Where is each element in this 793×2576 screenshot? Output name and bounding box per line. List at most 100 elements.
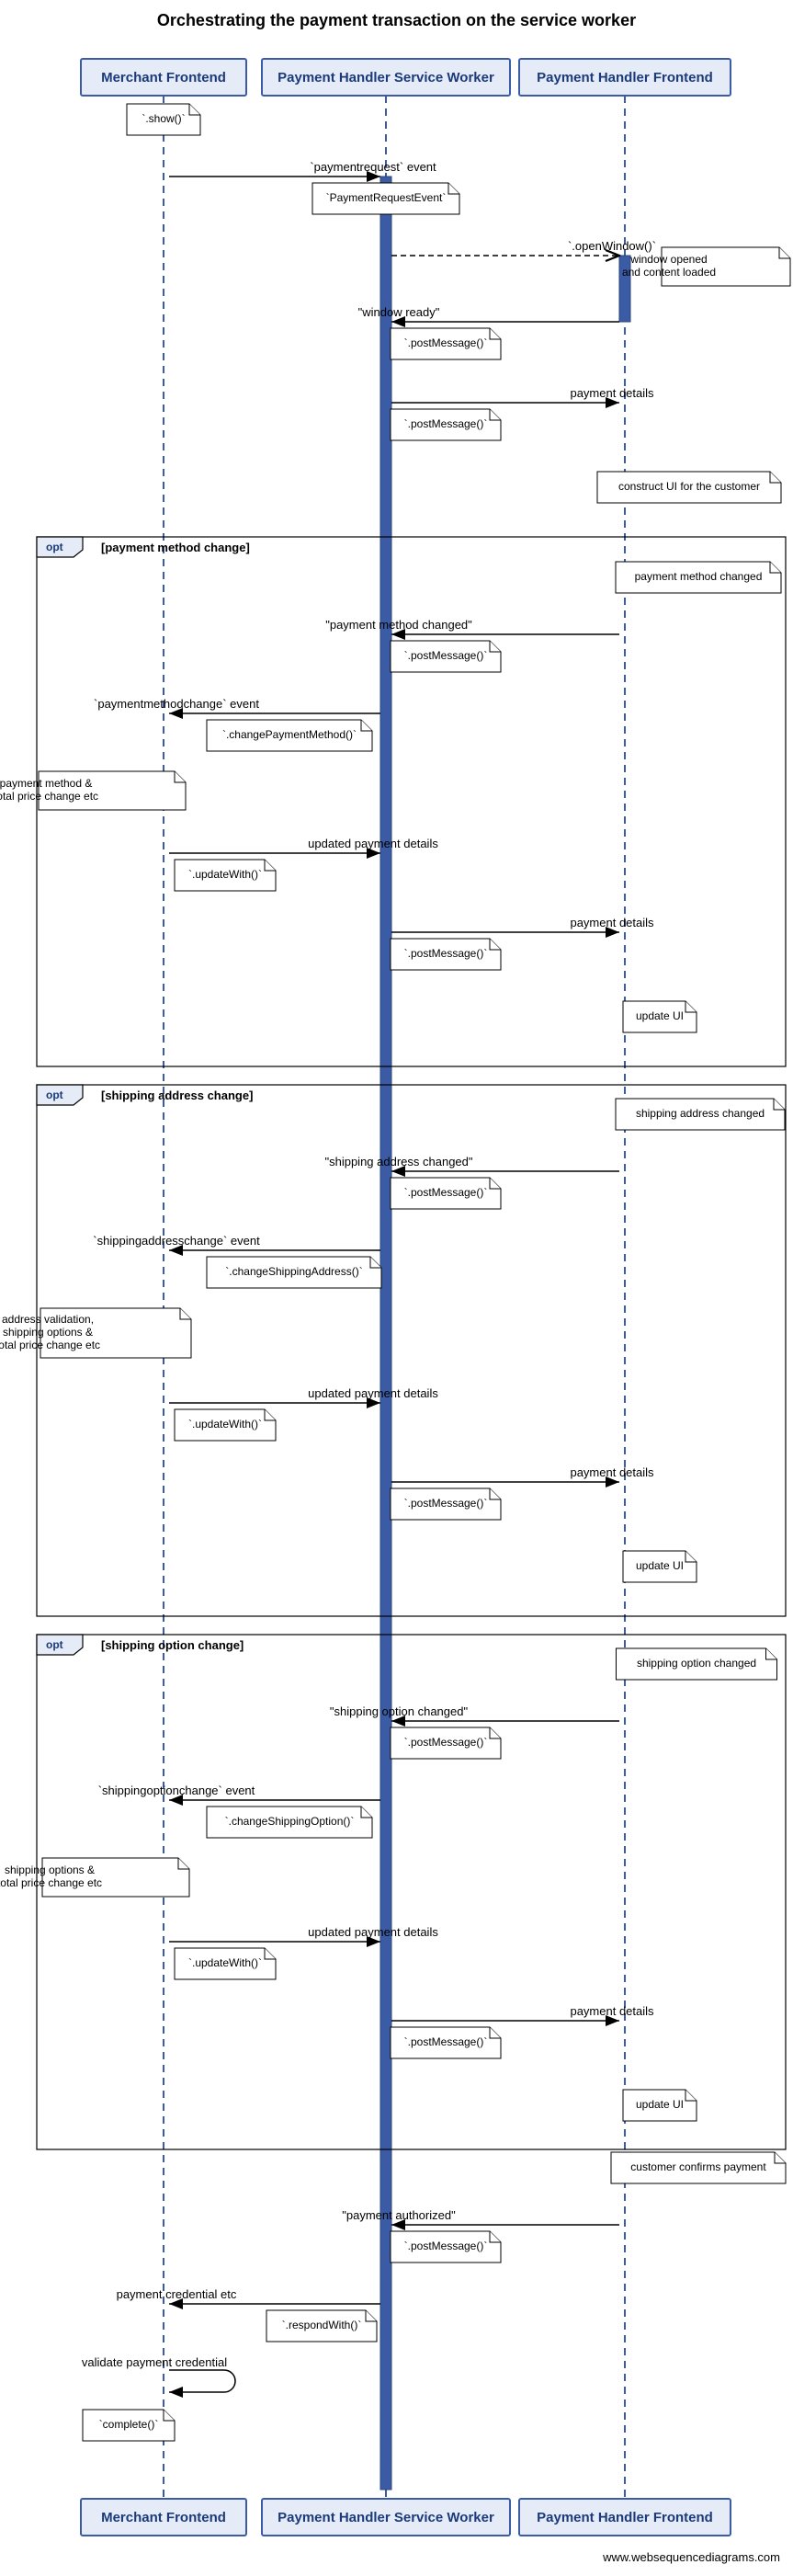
note-n_upd3: update UI: [623, 2090, 697, 2121]
svg-text:`.changePaymentMethod()`: `.changePaymentMethod()`: [222, 728, 357, 741]
note-n_winload: window openedand content loaded: [622, 247, 790, 286]
svg-text:construct UI for the customer: construct UI for the customer: [618, 480, 760, 493]
svg-text:`.postMessage()`: `.postMessage()`: [404, 1186, 488, 1199]
note-n_upd1: update UI: [623, 1001, 697, 1032]
svg-text:[shipping option change]: [shipping option change]: [101, 1638, 244, 1652]
message-label: `shippingoptionchange` event: [98, 1784, 255, 1797]
svg-text:Payment Handler Frontend: Payment Handler Frontend: [537, 2510, 713, 2525]
note-n_post8: `.postMessage()`: [391, 2027, 501, 2058]
note-n_soc_note: shipping option changed: [617, 1648, 777, 1680]
note-n_resp: `.respondWith()`: [266, 2310, 377, 2342]
svg-text:window opened: window opened: [629, 253, 707, 266]
note-n_post4: `.postMessage()`: [391, 939, 501, 970]
note-n_confirm: customer confirms payment: [611, 2152, 786, 2183]
message-label: `.openWindow()`: [568, 239, 656, 253]
note-n_post3: `.postMessage()`: [391, 641, 501, 672]
svg-text:[payment method change]: [payment method change]: [101, 541, 250, 554]
svg-text:address validation,: address validation,: [2, 1313, 94, 1326]
note-n_construct: construct UI for the customer: [597, 472, 781, 503]
note-n_uw1: `.updateWith()`: [175, 860, 276, 891]
actor-sw: Payment Handler Service Worker: [262, 2499, 510, 2536]
note-n_post5: `.postMessage()`: [391, 1178, 501, 1209]
svg-text:shipping address changed: shipping address changed: [636, 1107, 765, 1120]
message-label: updated payment details: [308, 1925, 438, 1939]
svg-text:[shipping address change]: [shipping address change]: [101, 1089, 253, 1102]
svg-text:opt: opt: [46, 541, 63, 553]
actor-phfe: Payment Handler Frontend: [519, 59, 731, 96]
svg-text:`.changeShippingAddress()`: `.changeShippingAddress()`: [225, 1265, 362, 1278]
svg-text:update UI: update UI: [636, 2098, 684, 2111]
message-label: `shippingaddresschange` event: [93, 1234, 260, 1248]
svg-text:payment method &: payment method &: [0, 777, 92, 790]
svg-text:total price change etc: total price change etc: [0, 790, 98, 803]
svg-text:shipping option changed: shipping option changed: [637, 1657, 756, 1670]
svg-text:`.show()`: `.show()`: [142, 112, 185, 125]
message-label: "payment method changed": [325, 618, 472, 632]
footer-credit: www.websequencediagrams.com: [602, 2550, 780, 2564]
actor-phfe: Payment Handler Frontend: [519, 2499, 731, 2536]
svg-text:Payment Handler Service Worker: Payment Handler Service Worker: [278, 70, 494, 85]
note-n_post9: `.postMessage()`: [391, 2231, 501, 2263]
message-label: `paymentmethodchange` event: [94, 697, 259, 711]
svg-text:total price change etc: total price change etc: [0, 1339, 100, 1351]
message-label: payment credential etc: [117, 2287, 237, 2301]
svg-text:`complete()`: `complete()`: [99, 2418, 159, 2431]
svg-text:`.changeShippingOption()`: `.changeShippingOption()`: [225, 1815, 355, 1828]
note-n_post2: `.postMessage()`: [391, 409, 501, 440]
svg-text:total price change etc: total price change etc: [0, 1876, 102, 1889]
note-n_post1: `.postMessage()`: [391, 328, 501, 359]
message-label: payment details: [570, 1465, 654, 1479]
message-label: payment details: [570, 916, 654, 929]
note-n_cpm: `.changePaymentMethod()`: [207, 720, 372, 751]
svg-text:`.respondWith()`: `.respondWith()`: [282, 2319, 362, 2331]
message-label: `paymentrequest` event: [310, 160, 436, 174]
svg-text:`.postMessage()`: `.postMessage()`: [404, 417, 488, 430]
note-n_pm_merch: payment method &total price change etc: [0, 771, 186, 810]
self-message: [169, 2370, 235, 2392]
svg-text:customer confirms payment: customer confirms payment: [630, 2160, 766, 2173]
svg-text:`.postMessage()`: `.postMessage()`: [404, 2240, 488, 2252]
svg-text:update UI: update UI: [636, 1009, 684, 1022]
note-n_csa: `.changeShippingAddress()`: [207, 1257, 381, 1288]
note-n_so_merch: shipping options &total price change etc: [0, 1858, 189, 1897]
sequence-diagram: Orchestrating the payment transaction on…: [0, 0, 793, 2576]
svg-text:Payment Handler Service Worker: Payment Handler Service Worker: [278, 2510, 494, 2525]
self-message-label: validate payment credential: [82, 2355, 227, 2369]
note-n_cso: `.changeShippingOption()`: [207, 1807, 372, 1838]
svg-text:update UI: update UI: [636, 1559, 684, 1572]
note-n_sac_note: shipping address changed: [616, 1099, 785, 1130]
svg-text:`.updateWith()`: `.updateWith()`: [188, 1956, 262, 1969]
actor-merchant: Merchant Frontend: [81, 2499, 246, 2536]
svg-text:`.postMessage()`: `.postMessage()`: [404, 947, 488, 960]
svg-text:opt: opt: [46, 1089, 63, 1101]
note-n_post7: `.postMessage()`: [391, 1727, 501, 1759]
svg-text:`PaymentRequestEvent`: `PaymentRequestEvent`: [326, 191, 447, 204]
svg-text:and content loaded: and content loaded: [622, 266, 716, 279]
svg-text:Payment Handler Frontend: Payment Handler Frontend: [537, 70, 713, 85]
message-label: updated payment details: [308, 837, 438, 850]
svg-text:`.postMessage()`: `.postMessage()`: [404, 1736, 488, 1749]
message-label: payment details: [570, 2004, 654, 2018]
message-label: payment details: [570, 386, 654, 400]
note-n_pre: `PaymentRequestEvent`: [312, 183, 459, 214]
activation-sw: [380, 177, 391, 2490]
message-label: "shipping address changed": [324, 1155, 472, 1168]
note-n_show: `.show()`: [127, 104, 200, 135]
svg-text:`.postMessage()`: `.postMessage()`: [404, 336, 488, 349]
svg-text:shipping options &: shipping options &: [3, 1326, 93, 1339]
svg-text:`.postMessage()`: `.postMessage()`: [404, 1497, 488, 1510]
svg-text:opt: opt: [46, 1638, 63, 1651]
svg-text:`.postMessage()`: `.postMessage()`: [404, 649, 488, 662]
note-n_uw3: `.updateWith()`: [175, 1948, 276, 1979]
diagram-title: Orchestrating the payment transaction on…: [157, 11, 636, 29]
svg-text:shipping options &: shipping options &: [5, 1864, 95, 1876]
note-n_complete: `complete()`: [83, 2410, 175, 2441]
note-n_upd2: update UI: [623, 1551, 697, 1582]
message-label: updated payment details: [308, 1386, 438, 1400]
note-n_sa_merch: address validation,shipping options &tot…: [0, 1308, 191, 1358]
message-label: "window ready": [358, 305, 440, 319]
svg-text:payment method changed: payment method changed: [635, 570, 763, 583]
actor-merchant: Merchant Frontend: [81, 59, 246, 96]
svg-text:Merchant Frontend: Merchant Frontend: [101, 70, 226, 85]
note-n_uw2: `.updateWith()`: [175, 1409, 276, 1441]
